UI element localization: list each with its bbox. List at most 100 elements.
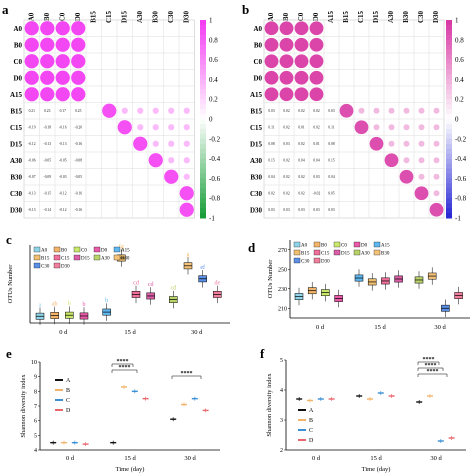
corr-circle <box>339 103 354 118</box>
corr-circle <box>384 153 399 168</box>
grid-cell <box>368 69 385 87</box>
y-tick-label: 230 <box>278 287 287 293</box>
grid-cell <box>85 52 102 70</box>
colorbar-segment <box>446 188 452 194</box>
corr-value: 0.02 <box>313 126 319 130</box>
panel-label-f: f <box>260 346 265 361</box>
corr-circle <box>433 190 440 197</box>
corr-circle <box>309 54 324 69</box>
legend-swatch <box>93 246 101 253</box>
colorbar-segment <box>200 193 206 199</box>
sig-letter: cd <box>170 286 176 292</box>
corr-circle <box>183 173 190 180</box>
grid-cell <box>163 85 180 103</box>
col-label: A0 <box>27 12 35 21</box>
corr-value: 0.03 <box>328 208 334 212</box>
corr-circle <box>418 140 425 147</box>
colorbar-segment <box>200 89 206 95</box>
grid-cell <box>338 184 355 202</box>
legend-label: C <box>66 398 70 404</box>
grid-cell <box>353 69 370 87</box>
legend-swatch <box>333 241 341 248</box>
colorbar-segment <box>446 138 452 145</box>
grid-cell <box>383 85 400 103</box>
colorbar-segment <box>446 79 452 85</box>
corr-value: 0.03 <box>328 109 334 113</box>
y-tick-label: 10 <box>31 360 37 366</box>
colorbar-segment <box>200 94 206 100</box>
colorbar-tick: -0.4 <box>455 155 467 163</box>
legend-label: D0 <box>361 244 368 249</box>
colorbar-segment <box>446 193 452 199</box>
x-axis-title: Time (day) <box>362 466 391 473</box>
colorbar-segment <box>446 158 452 165</box>
grid-cell <box>132 85 149 103</box>
corr-circle <box>168 107 175 114</box>
colorbar-tick: -0.6 <box>209 175 221 183</box>
row-label: C0 <box>13 58 22 66</box>
corr-circle <box>309 70 324 85</box>
corr-circle <box>279 54 294 69</box>
legend-swatch <box>33 246 41 253</box>
x-tick-label: 15 d <box>124 455 136 462</box>
colorbar-tick: -0.4 <box>209 155 221 163</box>
row-label: D0 <box>253 74 262 82</box>
corr-value: 0.01 <box>313 142 319 146</box>
colorbar-segment <box>200 69 206 75</box>
colorbar-segment <box>446 104 452 110</box>
colorbar-segment <box>446 24 452 31</box>
y-axis-title: OTUs Number <box>267 259 274 299</box>
colorbar-segment <box>200 34 206 41</box>
corr-circle <box>418 107 425 114</box>
corr-circle <box>168 140 175 147</box>
colorbar-segment <box>446 64 452 70</box>
corr-value: 0.02 <box>283 109 289 113</box>
panel-label-b: b <box>242 2 249 17</box>
grid-cell <box>147 168 164 186</box>
colorbar-segment <box>200 173 206 179</box>
colorbar-segment <box>446 69 452 75</box>
colorbar-segment <box>200 29 206 36</box>
legend-label: B15 <box>301 252 310 257</box>
heatmap-a: A0 B0 C0 D0 B15 C15 D15 A30 B30 C30 D30 A0 B0 C0 D0 A15… <box>10 10 221 222</box>
col-label: C15 <box>357 10 365 23</box>
col-label: C0 <box>297 12 305 21</box>
row-label: A30 <box>10 157 23 165</box>
y-tick-label: 270 <box>278 248 287 254</box>
legend-label: B0 <box>61 249 67 254</box>
scatter-f: Shannon diversity index Time (day) 2 3 4 5 0 d… <box>266 357 466 473</box>
col-label: A15 <box>327 10 335 23</box>
colorbar-segment <box>200 133 206 140</box>
corr-circle <box>133 136 148 151</box>
col-label: B30 <box>402 11 410 23</box>
row-label: D30 <box>10 206 23 214</box>
row-label: C0 <box>253 58 262 66</box>
y-axis-title: OTUs Number <box>7 264 14 304</box>
colorbar-segment <box>446 168 452 174</box>
y-tick-label: 3 <box>280 418 283 424</box>
grid-cell <box>116 135 133 153</box>
grid-cell <box>413 201 430 219</box>
corr-circle <box>55 87 70 102</box>
grid-cell <box>132 201 149 219</box>
y-tick-label: 8 <box>34 389 37 395</box>
corr-circle <box>279 37 294 52</box>
colorbar-segment <box>446 128 452 135</box>
x-tick-label: 15 d <box>370 455 382 462</box>
corr-circle <box>71 37 86 52</box>
corr-value: -0.15 <box>44 192 52 196</box>
grid-cell <box>368 52 385 70</box>
colorbar-segment <box>446 133 452 140</box>
grid-cell <box>398 201 415 219</box>
corr-circle <box>71 54 86 69</box>
colorbar-segment <box>446 203 452 209</box>
grid-cell <box>85 85 102 103</box>
grid-cell <box>353 36 370 54</box>
x-tick-label: 30 d <box>430 455 442 462</box>
grid-cell <box>85 135 102 153</box>
corr-circle <box>388 124 395 131</box>
corr-value: -0.02 <box>313 192 321 196</box>
grid-cell <box>132 36 149 54</box>
sig-letter: ab <box>52 301 58 307</box>
corr-circle <box>168 124 175 131</box>
